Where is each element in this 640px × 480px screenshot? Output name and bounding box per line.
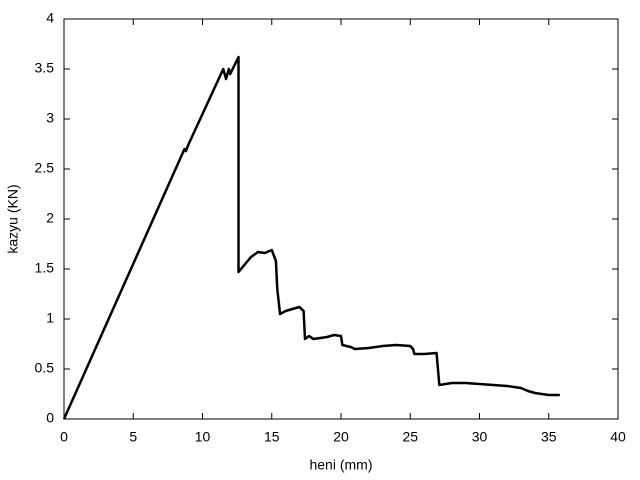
plot-frame <box>63 18 619 420</box>
y-tick-label: 3.5 <box>35 60 55 76</box>
y-tick-label: 3 <box>46 110 54 126</box>
y-tick-label: 1.5 <box>35 260 55 276</box>
x-tick-label: 10 <box>195 429 211 445</box>
y-tick-label: 2.5 <box>35 160 55 176</box>
x-tick-label: 40 <box>610 429 626 445</box>
x-tick-label: 35 <box>541 429 557 445</box>
y-axis-label: kazyu (KN) <box>5 184 21 253</box>
y-tick-label: 1 <box>46 310 54 326</box>
x-tick-label: 15 <box>264 429 280 445</box>
x-tick-label: 0 <box>60 429 68 445</box>
x-tick-label: 25 <box>402 429 418 445</box>
y-tick-label: 2 <box>46 210 54 226</box>
x-tick-label: 5 <box>129 429 137 445</box>
x-tick-label: 20 <box>333 429 349 445</box>
y-tick-label: 0.5 <box>35 360 55 376</box>
x-tick-label: 30 <box>472 429 488 445</box>
data-line <box>62 55 560 420</box>
x-axis-label: heni (mm) <box>309 457 372 473</box>
y-tick-label: 4 <box>46 10 54 26</box>
y-tick-label: 0 <box>46 410 54 426</box>
